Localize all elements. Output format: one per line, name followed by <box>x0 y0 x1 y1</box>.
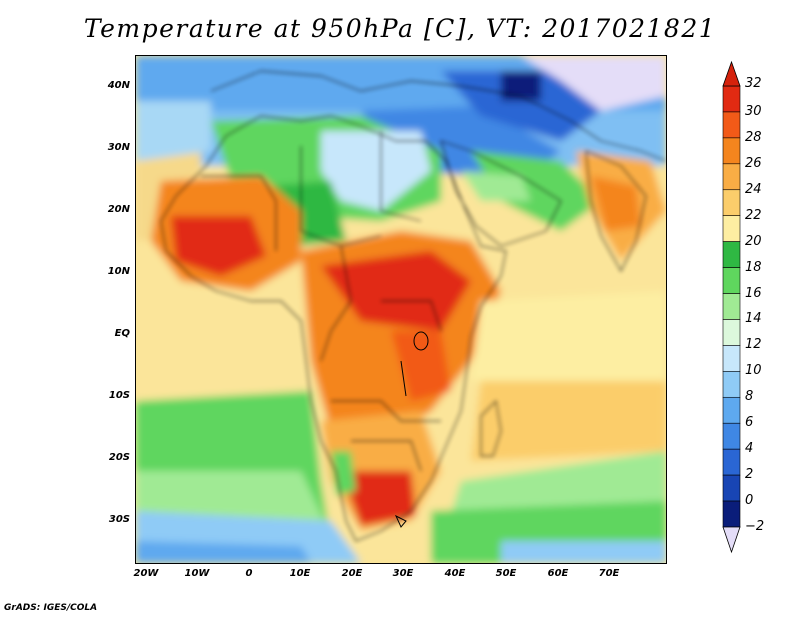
colorbar-label: 28 <box>745 129 762 145</box>
colorbar-swatch <box>722 189 741 217</box>
colorbar-label: 14 <box>745 311 762 327</box>
lon-label-40e: 40E <box>444 568 466 579</box>
map-title: Temperature at 950hPa [C], VT: 201702182… <box>83 14 717 43</box>
colorbar-swatch <box>722 163 741 191</box>
lon-label-20w: 20W <box>133 568 159 579</box>
lon-label-10e: 10E <box>289 568 311 579</box>
colorbar-swatch <box>722 448 741 476</box>
colorbar-label: 18 <box>745 259 762 275</box>
lon-label-20e: 20E <box>341 568 363 579</box>
colorbar-label: 12 <box>745 337 762 353</box>
temperature-map <box>135 55 667 564</box>
lat-label-20n: 20N <box>107 204 130 215</box>
colorbar-label: 24 <box>745 181 762 197</box>
grads-credit: GrADS: IGES/COLA <box>4 603 98 613</box>
colorbar-swatch <box>722 241 741 268</box>
colorbar-label: −2 <box>745 519 765 534</box>
colorbar-swatch <box>722 371 741 398</box>
lat-label-20s: 20S <box>108 452 130 463</box>
colorbar-swatch <box>722 422 741 450</box>
lat-label-10n: 10N <box>107 266 130 277</box>
colorbar-label: 20 <box>745 233 762 249</box>
lon-label-10w: 10W <box>184 568 210 579</box>
colorbar-swatch <box>722 474 741 502</box>
colorbar-label: 8 <box>745 389 754 405</box>
colorbar-underflow-triangle <box>722 526 741 554</box>
colorbar-swatch <box>722 215 741 242</box>
colorbar-label: 26 <box>745 155 762 171</box>
lat-label-eq: EQ <box>114 328 130 339</box>
colorbar-swatch <box>722 500 741 528</box>
lon-label-70e: 70E <box>598 568 620 579</box>
colorbar-overflow-triangle <box>722 60 741 87</box>
lat-label-30s: 30S <box>108 514 130 525</box>
colorbar-swatch <box>722 345 741 372</box>
colorbar-swatch <box>722 267 741 294</box>
colorbar-swatch <box>722 319 741 346</box>
colorbar-label: 6 <box>745 415 754 431</box>
lon-label-50e: 50E <box>495 568 517 579</box>
lat-label-10s: 10S <box>108 390 130 401</box>
colorbar-label: 4 <box>745 441 754 457</box>
colorbar-label: 30 <box>745 103 762 119</box>
colorbar-label: 16 <box>745 285 762 301</box>
colorbar-label: 0 <box>745 493 754 509</box>
colorbar-label: 2 <box>745 467 754 483</box>
colorbar-swatch <box>722 137 741 165</box>
colorbar-label: 32 <box>745 76 762 91</box>
lat-label-40n: 40N <box>107 80 130 91</box>
colorbar-swatch <box>722 396 741 424</box>
colorbar-label: 10 <box>745 363 762 379</box>
lon-label-60e: 60E <box>547 568 569 579</box>
colorbar-swatch <box>722 293 741 320</box>
lon-label-0: 0 <box>245 568 253 579</box>
colorbar-swatch <box>722 85 741 113</box>
lon-label-30e: 30E <box>392 568 414 579</box>
colorbar-label: 22 <box>745 207 762 223</box>
colorbar-swatch <box>722 111 741 139</box>
lat-label-30n: 30N <box>107 142 130 153</box>
